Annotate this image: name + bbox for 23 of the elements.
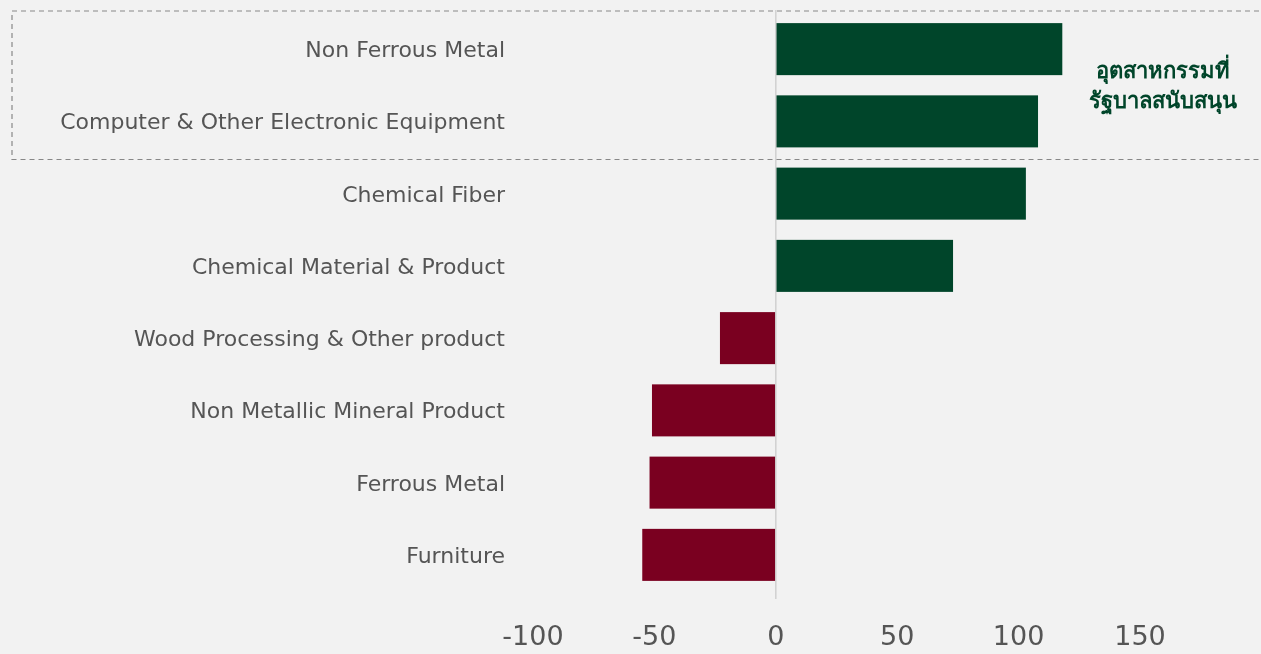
- x-tick-label: 100: [992, 620, 1045, 651]
- annotation: อุตสาหกรรมที่ รัฐบาลสนับสนุน: [1089, 54, 1237, 116]
- y-tick-label: Non Ferrous Metal: [305, 37, 505, 63]
- x-tick-label: 50: [880, 620, 915, 651]
- y-tick-label: Computer & Other Electronic Equipment: [60, 109, 506, 135]
- y-tick-label: Furniture: [406, 542, 505, 568]
- bar: [719, 312, 776, 365]
- y-tick-label: Chemical Fiber: [342, 181, 506, 207]
- x-tick-label: -50: [632, 620, 677, 651]
- bar: [649, 456, 776, 509]
- x-tick-label: -100: [502, 620, 564, 651]
- bar: [651, 384, 776, 437]
- bar: [775, 167, 1026, 220]
- x-tick-label: 0: [767, 620, 785, 651]
- y-tick-label: Wood Processing & Other product: [133, 326, 506, 352]
- y-tick-label: Ferrous Metal: [356, 470, 505, 496]
- y-tick-label: Chemical Material & Product: [191, 253, 506, 279]
- bar: [775, 23, 1063, 76]
- x-tick-label: 150: [1114, 620, 1166, 651]
- y-tick-label: Non Metallic Mineral Product: [190, 398, 506, 424]
- bar: [775, 95, 1039, 148]
- bar: [775, 239, 954, 292]
- bar: [642, 528, 776, 581]
